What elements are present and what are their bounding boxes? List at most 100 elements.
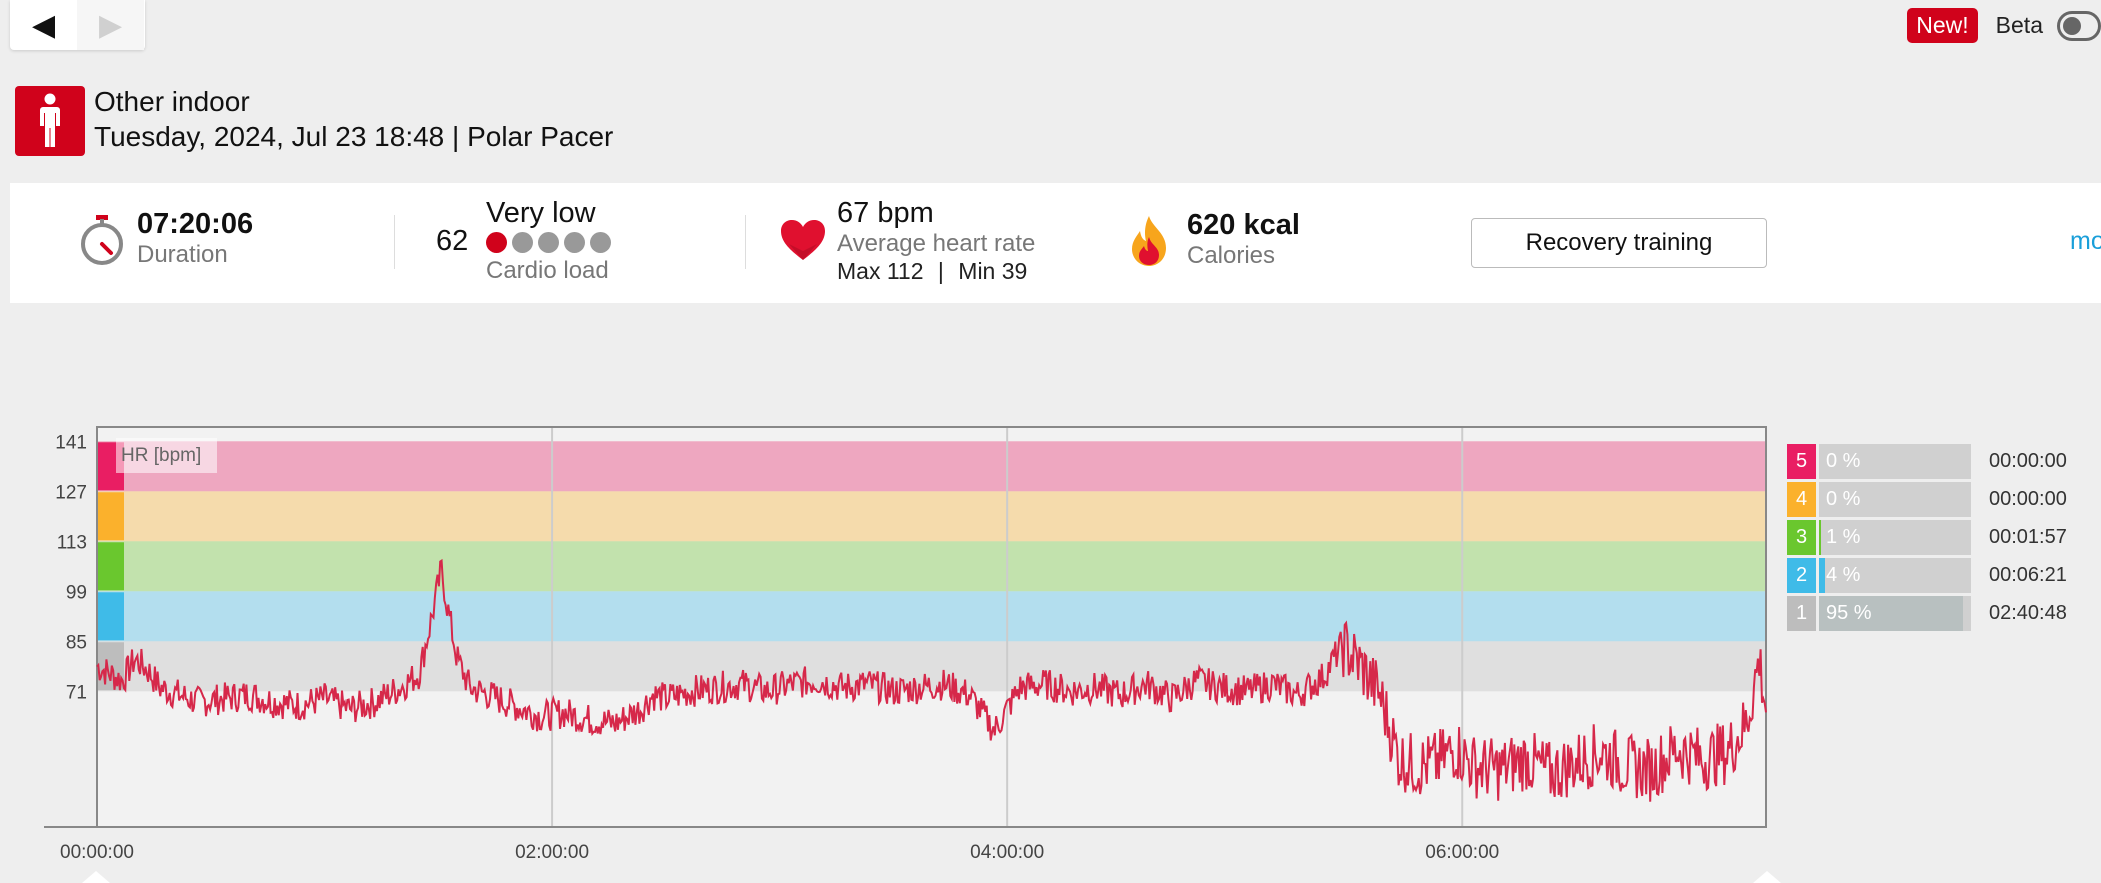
stopwatch-icon <box>78 214 126 271</box>
hr-separator: | <box>937 258 944 284</box>
x-axis-ticks: 00:00:00 02:00:00 04:00:00 06:00:00 <box>60 842 1499 863</box>
toggle-knob <box>2063 16 2081 35</box>
divider <box>745 215 746 269</box>
zone-row-4: 4 0 % 00:00:00 <box>1787 482 2101 517</box>
zone-bar-fill <box>1819 596 1964 631</box>
zone-bar: 1 % <box>1819 520 1971 555</box>
calories-stat: 620 kcal Calories <box>1187 209 1300 270</box>
x-tick-label: 06:00:00 <box>1425 842 1499 863</box>
flame-icon <box>1130 215 1168 272</box>
cardio-load-dot <box>486 232 507 253</box>
cardio-load-dot <box>564 232 585 253</box>
avg-hr-label: Average heart rate <box>837 230 1036 257</box>
zone-number: 1 <box>1787 596 1816 631</box>
more-link[interactable]: mo <box>2070 227 2101 255</box>
cardio-load-value: 62 <box>436 225 468 258</box>
zone-time: 00:06:21 <box>1989 564 2067 586</box>
y-tick-label: 141 <box>55 432 87 453</box>
zone-time: 00:00:00 <box>1989 488 2067 510</box>
beta-toggle[interactable] <box>2057 10 2101 41</box>
zone-time: 00:01:57 <box>1989 526 2067 548</box>
cardio-load-dot <box>538 232 559 253</box>
zone-row-1: 1 95 % 02:40:48 <box>1787 596 2101 631</box>
calories-label: Calories <box>1187 242 1276 269</box>
zone-band-2 <box>97 591 1766 642</box>
zone-time: 00:00:00 <box>1989 450 2067 472</box>
zone-time: 02:40:48 <box>1989 602 2067 624</box>
cardio-load-dots <box>486 232 611 253</box>
heart-icon <box>780 219 826 266</box>
zone-row-3: 3 1 % 00:01:57 <box>1787 520 2101 555</box>
cardio-load-dot <box>512 232 533 253</box>
zone-marker-3 <box>98 542 124 591</box>
zone-bar-fill <box>1819 520 1821 555</box>
zone-number: 2 <box>1787 558 1816 593</box>
hr-axis-label: HR [bpm] <box>121 445 201 466</box>
hr-min: Min 39 <box>958 258 1028 284</box>
new-badge: New! <box>1907 8 1978 43</box>
cardio-load-stat: Very low Cardio load <box>486 197 611 285</box>
forward-button[interactable]: ▶ <box>77 0 144 50</box>
session-subtitle: Tuesday, 2024, Jul 23 18:48 | Polar Pace… <box>94 121 614 152</box>
zone-marker-2 <box>98 592 124 641</box>
summary-card: 07:20:06 Duration 62 Very low Cardio loa… <box>10 183 2101 303</box>
zone-summary: 5 0 % 00:00:00 4 0 % 00:00:00 3 1 % 00:01:57 2 4 %… <box>1787 444 2101 634</box>
zone-number: 4 <box>1787 482 1816 517</box>
chart-grid <box>551 427 1464 827</box>
x-tick-label: 04:00:00 <box>970 842 1044 863</box>
calories-value: 620 kcal <box>1187 209 1300 241</box>
zone-marker-4 <box>98 492 124 541</box>
zone-band-3 <box>97 541 1766 592</box>
plot-background <box>97 427 1766 827</box>
zone-band-5 <box>97 441 1766 492</box>
zone-percent: 0 % <box>1826 488 1861 510</box>
zone-bar: 0 % <box>1819 444 1971 479</box>
divider <box>394 215 395 269</box>
hr-max: Max 112 <box>837 258 924 284</box>
zone-number: 3 <box>1787 520 1816 555</box>
x-tick-label: 00:00:00 <box>60 842 134 863</box>
zone-percent: 1 % <box>1826 526 1861 548</box>
y-tick-label: 99 <box>66 582 87 603</box>
cardio-load-level: Very low <box>486 197 596 229</box>
zone-bar-fill <box>1819 558 1826 593</box>
duration-label: Duration <box>137 241 228 268</box>
zone-number: 5 <box>1787 444 1816 479</box>
zone-bands <box>97 427 1766 827</box>
range-handle-left[interactable] <box>82 871 110 883</box>
back-button[interactable]: ◀ <box>31 8 56 42</box>
navigation-buttons: ◀ ▶ <box>10 0 145 50</box>
x-tick-label: 02:00:00 <box>515 842 589 863</box>
zone-percent: 0 % <box>1826 450 1861 472</box>
y-axis-ticks: 141 127 113 99 85 71 <box>55 432 87 703</box>
y-tick-label: 113 <box>57 532 87 553</box>
hr-label-bg <box>116 438 217 473</box>
zone-row-5: 5 0 % 00:00:00 <box>1787 444 2101 479</box>
duration-value: 07:20:06 <box>137 208 254 240</box>
cardio-load-dot <box>590 232 611 253</box>
zone-bar: 95 % <box>1819 596 1971 631</box>
y-tick-label: 127 <box>55 482 87 503</box>
heart-rate-line <box>96 558 1767 802</box>
hr-max-min: Max 112 | Min 39 <box>837 258 1035 285</box>
range-handle-right[interactable] <box>1753 871 1781 883</box>
beta-toggle-group: New! Beta <box>1907 8 2101 43</box>
zone-band-1 <box>97 641 1766 692</box>
zone-percent: 4 % <box>1826 564 1861 586</box>
heart-rate-stat: 67 bpm Average heart rate Max 112 | Min … <box>837 197 1035 285</box>
zone-percent: 95 % <box>1826 602 1872 624</box>
avg-hr-value: 67 bpm <box>837 197 934 229</box>
training-benefit-button[interactable]: Recovery training <box>1471 218 1767 268</box>
sport-title: Other indoor <box>94 86 250 117</box>
cardio-load-label: Cardio load <box>486 257 609 284</box>
person-standing-icon <box>15 86 85 156</box>
zone-band-4 <box>97 491 1766 542</box>
zone-bar: 0 % <box>1819 482 1971 517</box>
cardio-load-number: 62 <box>436 225 469 257</box>
y-tick-label: 71 <box>66 682 87 703</box>
zone-bar: 4 % <box>1819 558 1971 593</box>
zone-row-2: 2 4 % 00:06:21 <box>1787 558 2101 593</box>
beta-label: Beta <box>1995 12 2043 38</box>
duration-stat: 07:20:06 Duration <box>137 208 253 269</box>
